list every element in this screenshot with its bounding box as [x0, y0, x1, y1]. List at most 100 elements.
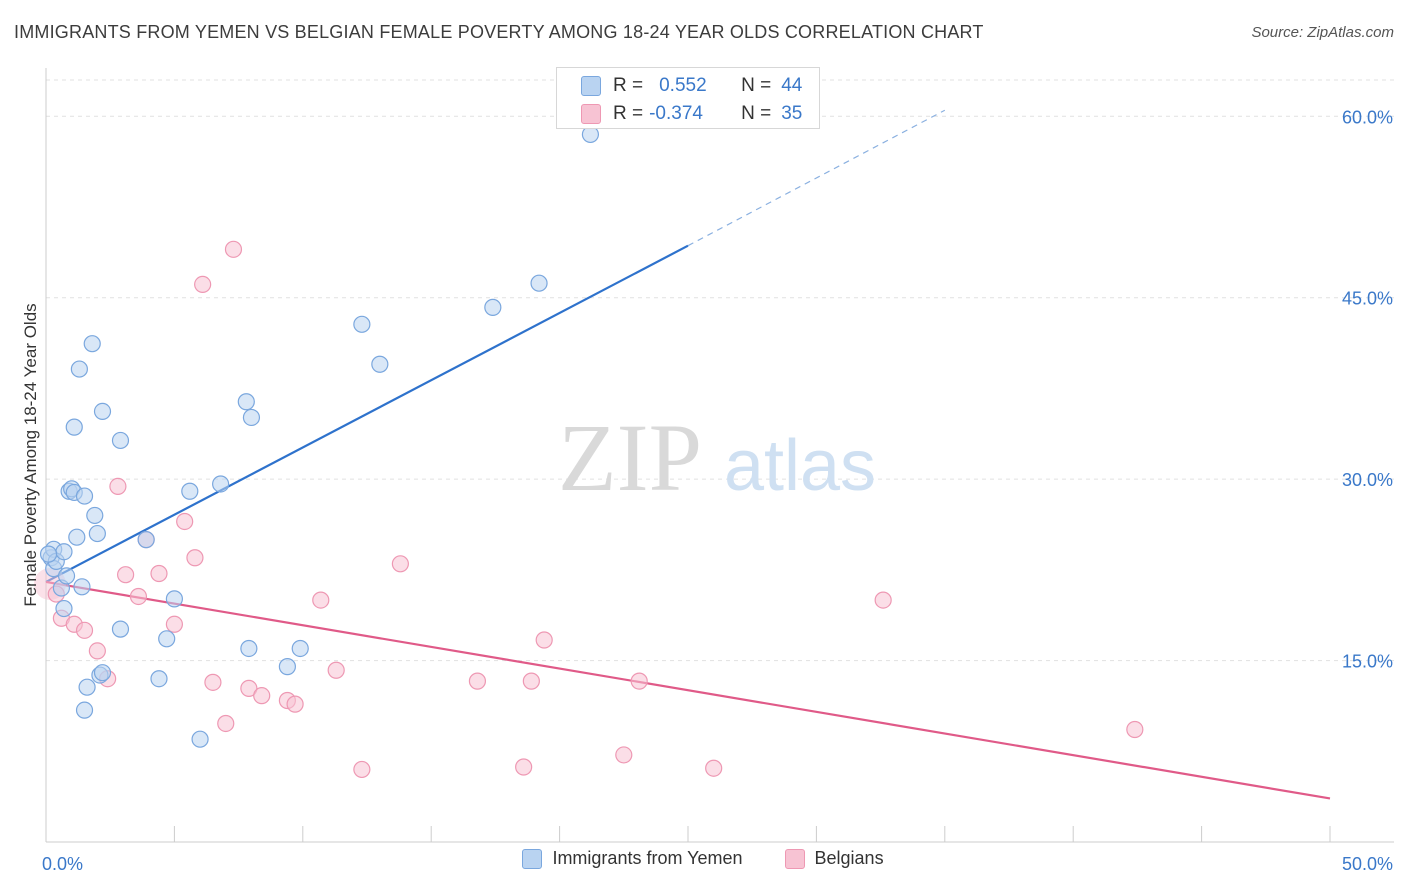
gridlines — [46, 79, 1394, 662]
point-yemen — [83, 335, 101, 353]
point-belgians — [240, 679, 258, 697]
stats-row-belgians: R = -0.374 N = 35 — [581, 103, 802, 125]
point-yemen — [70, 360, 88, 378]
stats-r-label: R = — [613, 103, 644, 124]
point-yemen — [240, 639, 258, 658]
stats-swatch-belgians — [581, 104, 601, 124]
watermark-atlas: atlas — [724, 426, 876, 506]
point-yemen — [39, 545, 58, 563]
stats-n-value: 44 — [781, 75, 803, 96]
trend-line-belgians — [45, 580, 1331, 800]
point-yemen — [111, 620, 130, 638]
point-yemen — [191, 730, 209, 748]
point-belgians — [165, 615, 183, 633]
watermark: ZIP atlas — [558, 404, 876, 511]
y-tick-label: 30.0% — [1342, 470, 1393, 490]
legend: Immigrants from Yemen Belgians — [0, 848, 1406, 869]
point-yemen — [68, 528, 86, 546]
legend-label-belgians: Belgians — [814, 848, 884, 868]
point-yemen — [57, 567, 76, 585]
y-tick-label: 60.0% — [1342, 107, 1393, 127]
point-belgians — [224, 240, 243, 258]
watermark-zip: ZIP — [558, 404, 702, 511]
point-yemen — [78, 678, 96, 696]
trend-line-yemen-extension — [687, 109, 946, 247]
point-yemen — [353, 315, 371, 333]
chart-title: IMMIGRANTS FROM YEMEN VS BELGIAN FEMALE … — [14, 22, 984, 42]
point-belgians — [194, 275, 212, 294]
point-belgians — [75, 621, 94, 639]
point-belgians — [204, 673, 222, 691]
point-belgians — [150, 564, 168, 583]
axes — [45, 68, 1394, 843]
point-belgians — [615, 746, 633, 764]
point-yemen — [55, 543, 73, 561]
stats-swatch-yemen — [581, 76, 601, 96]
point-belgians — [312, 591, 330, 609]
point-yemen — [73, 578, 91, 596]
point-belgians — [874, 591, 892, 609]
point-yemen — [86, 506, 104, 525]
point-yemen — [242, 408, 261, 427]
data-points — [34, 125, 1144, 779]
trend-lines — [45, 109, 1331, 800]
point-belgians — [186, 549, 204, 567]
x-tick-label: 50.0% — [1342, 854, 1393, 874]
point-yemen — [158, 630, 176, 648]
point-belgians — [327, 661, 345, 679]
point-yemen — [75, 701, 94, 719]
point-belgians — [109, 477, 127, 495]
point-yemen — [278, 658, 296, 676]
legend-swatch-yemen — [522, 848, 543, 869]
y-axis-label: Female Poverty Among 18-24 Year Olds — [21, 303, 40, 606]
point-belgians — [468, 672, 487, 690]
point-yemen — [371, 355, 389, 373]
x-tick-label: 0.0% — [42, 854, 83, 874]
tick-labels: 15.0% 30.0% 45.0% 60.0% 0.0% 50.0% — [42, 107, 1393, 874]
point-belgians — [535, 631, 553, 649]
point-yemen — [55, 599, 73, 618]
point-yemen — [93, 402, 112, 421]
point-belgians — [129, 587, 148, 606]
legend-label-yemen: Immigrants from Yemen — [552, 848, 743, 868]
stats-r-value: 0.552 — [659, 75, 707, 96]
point-belgians — [630, 672, 648, 690]
point-belgians — [117, 566, 135, 584]
point-yemen — [212, 475, 230, 493]
point-belgians — [522, 672, 540, 690]
point-yemen — [484, 298, 502, 316]
legend-swatch-belgians — [784, 848, 805, 869]
point-belgians — [217, 714, 235, 733]
point-yemen — [65, 418, 83, 436]
point-belgians — [705, 759, 723, 777]
stats-box: R = 0.552 N = 44 R = -0.374 N = 35 — [556, 67, 820, 129]
legend-item-belgians[interactable]: Belgians — [784, 848, 884, 869]
point-yemen — [181, 482, 199, 500]
point-yemen — [291, 639, 309, 658]
y-tick-label: 15.0% — [1342, 652, 1393, 672]
stats-r-label: R = — [613, 75, 644, 96]
point-yemen — [237, 393, 255, 411]
stats-n-label: N = — [741, 103, 772, 124]
point-yemen — [75, 487, 94, 505]
point-belgians — [353, 760, 371, 779]
point-yemen — [93, 664, 112, 682]
y-tick-label: 45.0% — [1342, 289, 1393, 309]
trend-line-yemen — [45, 244, 689, 583]
point-belgians — [515, 758, 533, 776]
stats-n-label: N = — [741, 75, 772, 96]
point-yemen — [111, 431, 130, 450]
stats-r-value: -0.374 — [649, 103, 703, 124]
point-yemen — [530, 274, 548, 292]
point-yemen — [150, 670, 168, 688]
point-belgians — [88, 642, 106, 660]
point-yemen — [165, 590, 183, 608]
source-credit: Source: ZipAtlas.com — [1251, 24, 1394, 41]
point-yemen — [137, 531, 155, 549]
point-belgians — [176, 512, 194, 531]
point-belgians — [253, 687, 271, 705]
stats-row-yemen: R = 0.552 N = 44 — [581, 75, 802, 97]
stats-n-value: 35 — [781, 103, 803, 124]
legend-item-yemen[interactable]: Immigrants from Yemen — [522, 848, 743, 869]
